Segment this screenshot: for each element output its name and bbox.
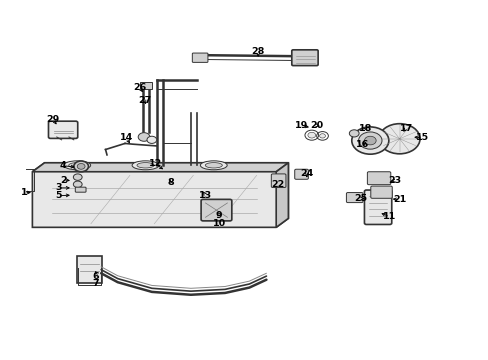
- Circle shape: [307, 132, 315, 138]
- Text: 6: 6: [92, 272, 99, 281]
- Text: 16: 16: [355, 140, 368, 149]
- Circle shape: [348, 130, 358, 137]
- Text: 27: 27: [138, 96, 151, 105]
- Circle shape: [358, 132, 381, 149]
- Circle shape: [73, 174, 82, 180]
- Text: 13: 13: [199, 190, 212, 199]
- Circle shape: [364, 136, 375, 145]
- Text: 9: 9: [215, 211, 222, 220]
- Text: 17: 17: [399, 123, 412, 132]
- FancyBboxPatch shape: [192, 53, 207, 62]
- FancyBboxPatch shape: [201, 199, 231, 221]
- Text: 2: 2: [60, 176, 66, 185]
- Circle shape: [138, 133, 150, 141]
- Text: 25: 25: [353, 194, 366, 203]
- Ellipse shape: [200, 161, 227, 170]
- Text: 28: 28: [251, 47, 264, 56]
- Text: 12: 12: [149, 159, 162, 168]
- Circle shape: [147, 136, 157, 143]
- Text: 14: 14: [120, 133, 133, 142]
- Text: 10: 10: [212, 219, 225, 228]
- Circle shape: [74, 161, 88, 172]
- FancyBboxPatch shape: [346, 193, 362, 203]
- Text: 24: 24: [300, 169, 313, 178]
- Text: 23: 23: [387, 176, 401, 185]
- Ellipse shape: [64, 161, 90, 170]
- FancyBboxPatch shape: [140, 82, 152, 89]
- Text: 7: 7: [92, 279, 99, 288]
- FancyBboxPatch shape: [364, 190, 391, 225]
- Circle shape: [378, 124, 419, 154]
- Text: 18: 18: [358, 123, 371, 132]
- FancyBboxPatch shape: [77, 256, 102, 283]
- FancyBboxPatch shape: [370, 186, 391, 198]
- Polygon shape: [32, 163, 288, 172]
- Text: 26: 26: [133, 83, 146, 92]
- FancyBboxPatch shape: [271, 174, 285, 188]
- FancyBboxPatch shape: [75, 187, 86, 192]
- Text: 5: 5: [55, 191, 61, 200]
- Polygon shape: [276, 163, 288, 227]
- Text: 20: 20: [309, 121, 323, 130]
- Text: 22: 22: [270, 180, 284, 189]
- FancyBboxPatch shape: [48, 121, 78, 138]
- Circle shape: [73, 181, 82, 188]
- Text: 8: 8: [167, 178, 173, 187]
- Text: 11: 11: [383, 212, 396, 221]
- Text: 1: 1: [21, 188, 27, 197]
- Ellipse shape: [69, 163, 85, 168]
- Ellipse shape: [137, 163, 154, 168]
- FancyBboxPatch shape: [294, 169, 308, 179]
- Circle shape: [351, 127, 388, 154]
- Text: 29: 29: [47, 115, 60, 124]
- Circle shape: [77, 163, 85, 169]
- Text: 3: 3: [55, 183, 61, 192]
- Text: 15: 15: [415, 133, 428, 142]
- Ellipse shape: [205, 163, 222, 168]
- FancyBboxPatch shape: [291, 50, 318, 66]
- Polygon shape: [32, 163, 288, 227]
- Circle shape: [319, 134, 325, 138]
- Text: 4: 4: [60, 161, 66, 170]
- Ellipse shape: [132, 161, 159, 170]
- Text: 21: 21: [392, 195, 406, 204]
- FancyBboxPatch shape: [366, 172, 390, 185]
- Text: 19: 19: [295, 121, 308, 130]
